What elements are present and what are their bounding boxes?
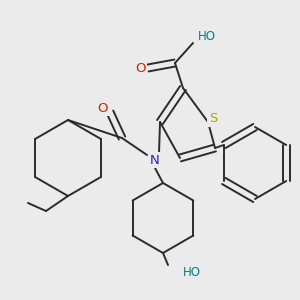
Text: S: S <box>209 112 217 125</box>
Text: N: N <box>150 154 160 166</box>
Text: O: O <box>135 61 145 74</box>
Text: HO: HO <box>183 266 201 280</box>
Text: O: O <box>98 101 108 115</box>
Text: HO: HO <box>198 29 216 43</box>
